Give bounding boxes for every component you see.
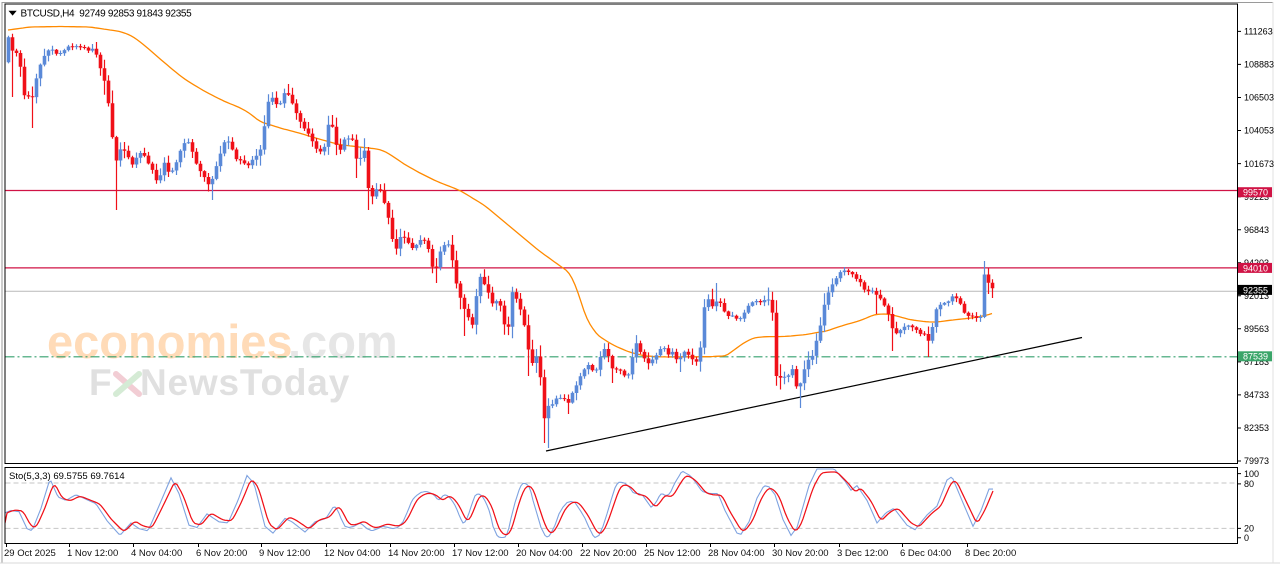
svg-text:84733: 84733 — [1244, 390, 1269, 400]
svg-text:6 Dec 04:00: 6 Dec 04:00 — [900, 548, 951, 559]
svg-text:80: 80 — [1244, 479, 1254, 489]
svg-text:82353: 82353 — [1244, 423, 1269, 433]
svg-text:NewsToday: NewsToday — [140, 362, 350, 403]
svg-text:29 Oct 2025: 29 Oct 2025 — [4, 548, 56, 559]
svg-text:89563: 89563 — [1244, 324, 1269, 334]
svg-text:3 Dec 12:00: 3 Dec 12:00 — [837, 548, 888, 559]
svg-text:20 Nov 04:00: 20 Nov 04:00 — [516, 548, 573, 559]
svg-text:79973: 79973 — [1244, 456, 1269, 466]
svg-text:111263: 111263 — [1244, 27, 1273, 37]
svg-text:17 Nov 12:00: 17 Nov 12:00 — [452, 548, 509, 559]
svg-text:12 Nov 04:00: 12 Nov 04:00 — [324, 548, 381, 559]
svg-text:F: F — [89, 362, 112, 403]
svg-text:Sto(5,3,3) 69.5755 69.7614: Sto(5,3,3) 69.5755 69.7614 — [9, 471, 125, 482]
svg-text:100: 100 — [1244, 469, 1259, 479]
svg-text:92355: 92355 — [1243, 285, 1268, 295]
svg-text:BTCUSD,H4 92749 92853 91843 9: BTCUSD,H4 92749 92853 91843 92355 — [21, 9, 193, 20]
svg-text:94010: 94010 — [1243, 263, 1268, 273]
svg-text:92013: 92013 — [1244, 291, 1269, 301]
svg-text:0: 0 — [1244, 533, 1249, 543]
svg-text:8 Dec 20:00: 8 Dec 20:00 — [965, 548, 1016, 559]
svg-text:99570: 99570 — [1243, 188, 1268, 198]
svg-text:96843: 96843 — [1244, 225, 1269, 235]
svg-text:1 Nov 12:00: 1 Nov 12:00 — [67, 548, 118, 559]
svg-text:22 Nov 20:00: 22 Nov 20:00 — [580, 548, 637, 559]
svg-text:25 Nov 12:00: 25 Nov 12:00 — [644, 548, 701, 559]
svg-text:108883: 108883 — [1244, 60, 1274, 70]
svg-text:87539: 87539 — [1243, 352, 1268, 362]
svg-text:101673: 101673 — [1244, 159, 1274, 169]
svg-text:14 Nov 20:00: 14 Nov 20:00 — [388, 548, 445, 559]
svg-text:106503: 106503 — [1244, 93, 1274, 103]
svg-text:87183: 87183 — [1244, 357, 1269, 367]
svg-text:28 Nov 04:00: 28 Nov 04:00 — [708, 548, 765, 559]
svg-text:104053: 104053 — [1244, 126, 1274, 136]
svg-text:4 Nov 04:00: 4 Nov 04:00 — [131, 548, 182, 559]
svg-text:20: 20 — [1244, 524, 1254, 534]
svg-text:economies: economies — [47, 315, 293, 368]
svg-text:30 Nov 20:00: 30 Nov 20:00 — [772, 548, 829, 559]
svg-text:6 Nov 20:00: 6 Nov 20:00 — [196, 548, 247, 559]
svg-text:9 Nov 12:00: 9 Nov 12:00 — [259, 548, 310, 559]
svg-text:.com: .com — [288, 315, 398, 368]
